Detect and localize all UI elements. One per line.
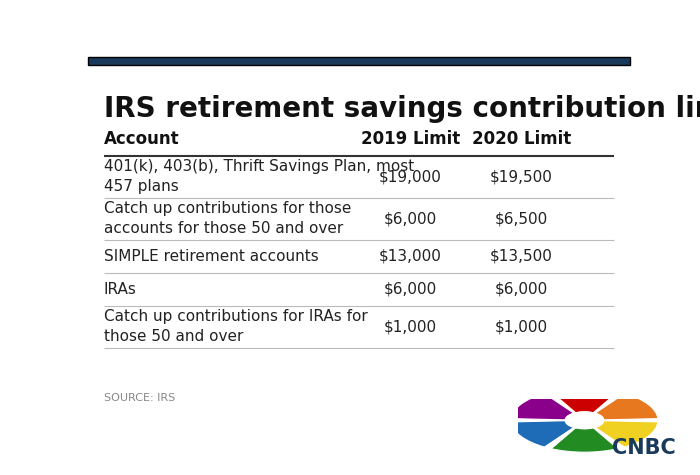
Text: 2019 Limit: 2019 Limit: [360, 130, 460, 148]
FancyBboxPatch shape: [88, 57, 630, 65]
Wedge shape: [511, 393, 574, 420]
Text: $6,000: $6,000: [384, 211, 437, 227]
Text: SIMPLE retirement accounts: SIMPLE retirement accounts: [104, 249, 318, 264]
Text: CNBC: CNBC: [612, 438, 676, 458]
Text: Catch up contributions for IRAs for
those 50 and over: Catch up contributions for IRAs for thos…: [104, 309, 368, 344]
Text: $19,500: $19,500: [490, 169, 553, 184]
Text: 401(k), 403(b), Thrift Savings Plan, most
457 plans: 401(k), 403(b), Thrift Savings Plan, mos…: [104, 160, 414, 194]
Circle shape: [566, 412, 603, 428]
Wedge shape: [511, 421, 574, 447]
Text: Account: Account: [104, 130, 179, 148]
Text: $6,000: $6,000: [495, 282, 548, 297]
Text: Catch up contributions for those
accounts for those 50 and over: Catch up contributions for those account…: [104, 201, 351, 236]
Text: $6,000: $6,000: [384, 282, 437, 297]
Wedge shape: [551, 389, 618, 413]
Text: IRS retirement savings contribution limits: IRS retirement savings contribution limi…: [104, 95, 700, 124]
Text: $6,500: $6,500: [495, 211, 548, 227]
Text: $13,500: $13,500: [490, 249, 553, 264]
Text: $1,000: $1,000: [495, 319, 548, 334]
Text: $13,000: $13,000: [379, 249, 442, 264]
Text: SOURCE: IRS: SOURCE: IRS: [104, 393, 175, 403]
Wedge shape: [595, 421, 658, 447]
Text: $1,000: $1,000: [384, 319, 437, 334]
Text: 2020 Limit: 2020 Limit: [472, 130, 571, 148]
Text: IRAs: IRAs: [104, 282, 136, 297]
Wedge shape: [551, 428, 618, 452]
Text: $19,000: $19,000: [379, 169, 442, 184]
Wedge shape: [595, 393, 658, 420]
